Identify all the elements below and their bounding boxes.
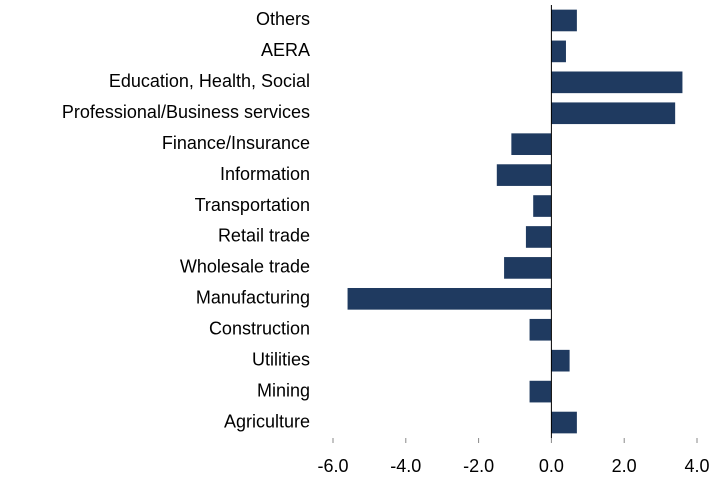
y-tick-label: Information <box>220 164 310 184</box>
y-tick-label: Professional/Business services <box>62 102 310 122</box>
bar <box>551 102 676 125</box>
x-tick-label: -2.0 <box>463 456 494 476</box>
y-tick-label: Utilities <box>252 349 310 369</box>
bar <box>551 349 570 372</box>
bar <box>551 411 577 434</box>
y-tick-label: Agriculture <box>224 411 310 431</box>
bar <box>533 195 552 217</box>
y-tick-label: Mining <box>257 380 310 400</box>
x-tick-label: 0.0 <box>539 456 564 476</box>
y-tick-label: Others <box>256 9 310 29</box>
x-tick-label: 2.0 <box>612 456 637 476</box>
y-tick-label: Education, Health, Social <box>109 71 310 91</box>
y-tick-label: Construction <box>209 319 310 339</box>
bar <box>347 287 552 310</box>
y-tick-label: Manufacturing <box>196 288 310 308</box>
x-tick-label: -4.0 <box>390 456 421 476</box>
y-tick-label: Retail trade <box>218 226 310 246</box>
bar <box>504 257 552 279</box>
y-tick-label: AERA <box>261 40 310 60</box>
bar <box>551 71 683 94</box>
x-tick-label: 4.0 <box>684 456 709 476</box>
y-tick-label: Wholesale trade <box>180 257 310 277</box>
bar <box>551 9 577 32</box>
bar <box>496 164 552 186</box>
bar <box>529 380 552 403</box>
y-tick-label: Finance/Insurance <box>162 133 310 153</box>
x-tick-label: -6.0 <box>317 456 348 476</box>
bar <box>551 40 566 63</box>
y-tick-label: Transportation <box>195 195 310 215</box>
bar <box>525 226 552 248</box>
bar <box>529 318 552 341</box>
bar <box>511 133 552 156</box>
